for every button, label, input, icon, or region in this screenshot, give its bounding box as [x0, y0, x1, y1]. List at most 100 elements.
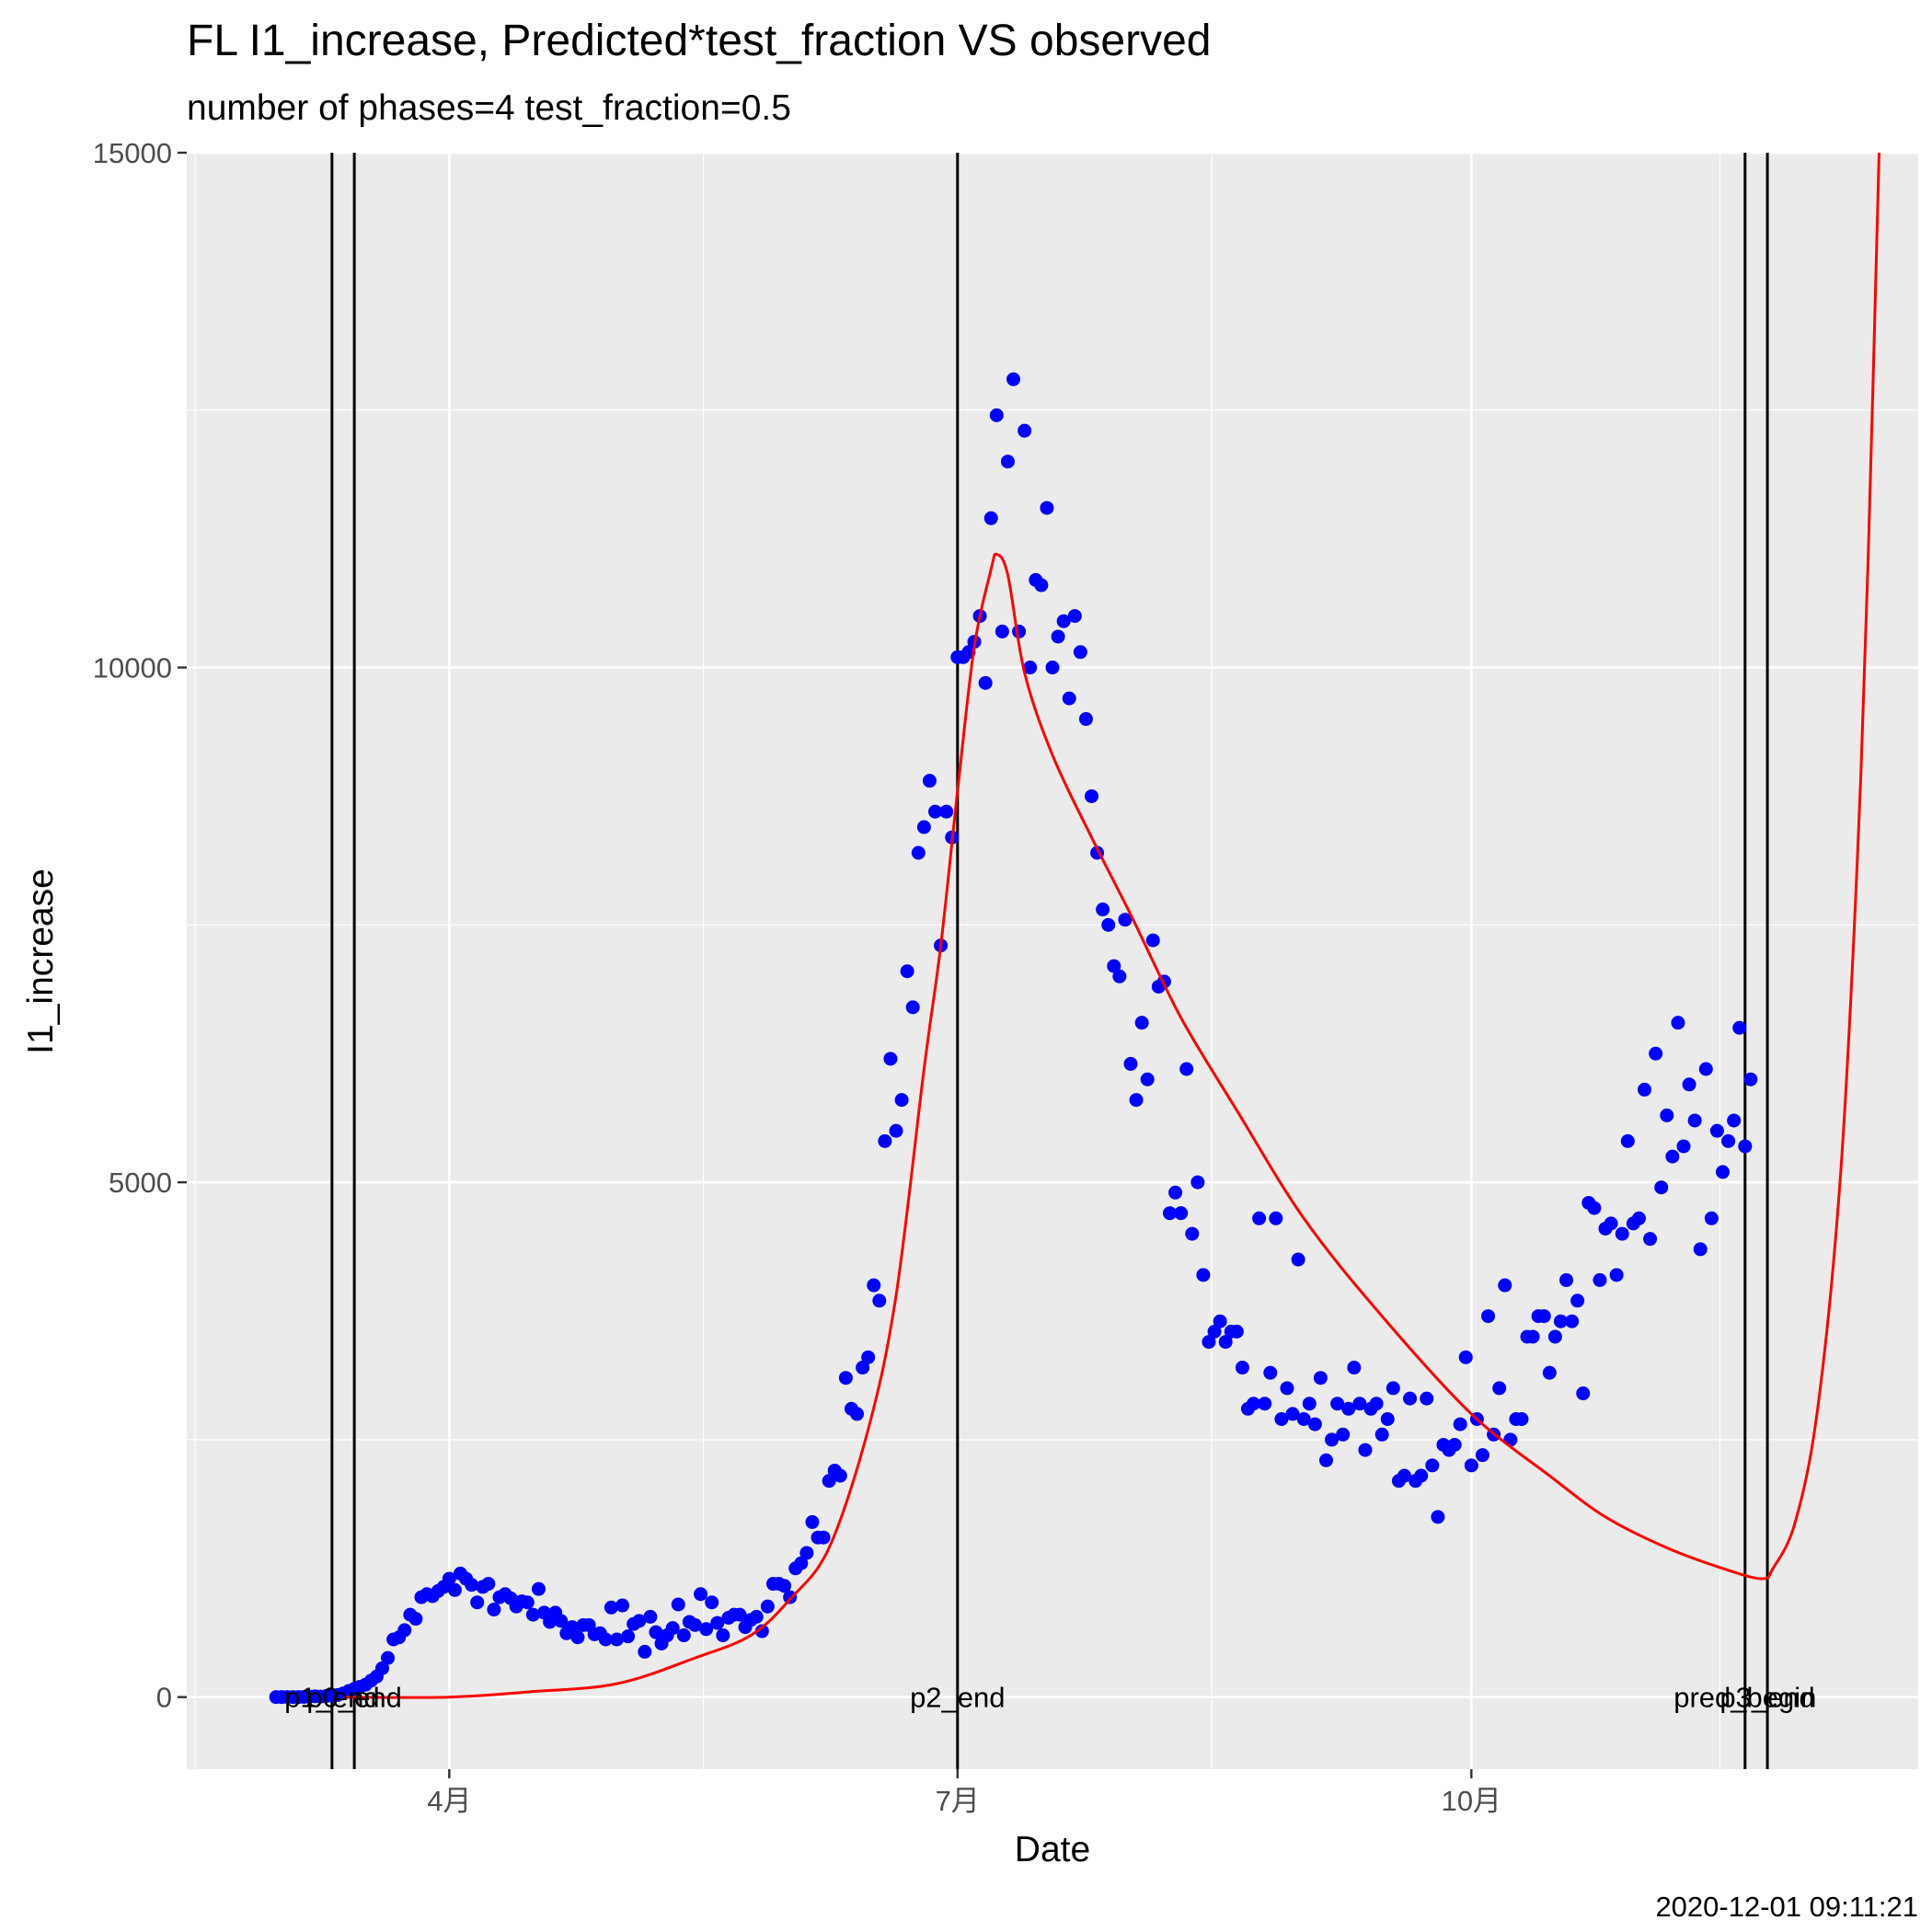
observed-point [983, 511, 998, 525]
observed-point [928, 804, 943, 819]
observed-point [609, 1632, 624, 1647]
observed-point [1040, 500, 1054, 515]
observed-point [1553, 1314, 1568, 1328]
observed-point [1269, 1211, 1283, 1225]
observed-point [777, 1579, 792, 1593]
observed-point [554, 1614, 569, 1628]
observed-point [487, 1603, 501, 1617]
observed-point [1174, 1206, 1189, 1221]
observed-point [1743, 1072, 1758, 1087]
observed-point [1676, 1139, 1691, 1154]
observed-point [861, 1350, 876, 1364]
observed-point [1179, 1062, 1194, 1076]
observed-point [1620, 1133, 1635, 1148]
observed-point [1274, 1412, 1289, 1427]
observed-point [687, 1617, 702, 1632]
observed-point [1134, 1016, 1149, 1030]
observed-point [838, 1371, 853, 1386]
y-axis: 0 5000 10000 15000 [93, 137, 187, 1714]
observed-point [1185, 1226, 1200, 1241]
observed-point [1492, 1381, 1507, 1396]
observed-point [900, 964, 914, 979]
observed-point [1056, 614, 1071, 628]
predicted-curve-group [342, 153, 1880, 1699]
observed-point [1420, 1391, 1434, 1406]
observed-point [1073, 645, 1087, 660]
observed-point [520, 1595, 535, 1610]
x-tick-label: 4月 [427, 1785, 471, 1817]
observed-point [995, 624, 1009, 638]
observed-point [1358, 1443, 1373, 1457]
observed-point [754, 1624, 769, 1639]
observed-points [269, 372, 1758, 1705]
chart-title: FL I1_increase, Predicted*test_fraction … [187, 17, 1212, 65]
observed-point [1307, 1417, 1322, 1432]
observed-point [1168, 1185, 1183, 1200]
observed-point [442, 1571, 456, 1586]
observed-point [1000, 454, 1015, 469]
observed-point [447, 1582, 462, 1597]
observed-point [1207, 1324, 1222, 1339]
observed-point [1318, 1453, 1333, 1467]
observed-point [850, 1407, 865, 1421]
observed-point [732, 1607, 747, 1622]
observed-point [1414, 1468, 1429, 1483]
observed-point [1698, 1062, 1713, 1076]
observed-point [822, 1474, 836, 1489]
observed-point [408, 1612, 423, 1627]
observed-point [1190, 1175, 1205, 1190]
observed-point [1129, 1093, 1144, 1108]
observed-point [1006, 372, 1021, 386]
observed-point [922, 774, 937, 788]
observed-point [794, 1556, 809, 1570]
observed-point [1084, 788, 1098, 803]
observed-point [1123, 1056, 1138, 1071]
observed-point [710, 1616, 725, 1630]
observed-point [632, 1614, 647, 1628]
observed-point [833, 1468, 847, 1483]
y-tick-label: 10000 [93, 652, 172, 684]
observed-point [1727, 1113, 1742, 1128]
observed-point [699, 1622, 714, 1637]
observed-point [894, 1093, 909, 1108]
observed-point [1313, 1371, 1328, 1386]
observed-point [1709, 1123, 1724, 1138]
observed-point [1196, 1268, 1211, 1282]
observed-point [1721, 1133, 1736, 1148]
observed-point [1140, 1072, 1155, 1087]
observed-point [565, 1620, 580, 1635]
observed-point [1559, 1272, 1574, 1287]
observed-point [760, 1599, 775, 1614]
observed-point [911, 845, 926, 860]
observed-point [916, 820, 931, 834]
observed-point [1145, 933, 1160, 948]
observed-point [1380, 1412, 1395, 1427]
y-tick-label: 0 [156, 1682, 172, 1714]
observed-point [1587, 1201, 1602, 1215]
observed-point [1330, 1397, 1345, 1411]
observed-point [1547, 1329, 1562, 1344]
observed-point [525, 1607, 540, 1622]
observed-point [1352, 1397, 1367, 1411]
observed-point [694, 1587, 708, 1602]
y-tick-label: 5000 [109, 1167, 172, 1199]
observed-point [1660, 1108, 1674, 1122]
observed-point [1263, 1365, 1278, 1380]
observed-point [1609, 1268, 1624, 1282]
observed-point [1631, 1211, 1646, 1225]
observed-point [978, 675, 993, 690]
phase-label: p0_end [306, 1682, 401, 1714]
observed-point [1258, 1397, 1272, 1411]
observed-point [1654, 1180, 1669, 1195]
observed-point [1336, 1427, 1351, 1442]
observed-point [665, 1621, 680, 1636]
observed-point [805, 1514, 820, 1529]
observed-point [1386, 1381, 1400, 1396]
observed-point [1458, 1350, 1473, 1364]
phase-label: pred_begin [1673, 1682, 1816, 1714]
observed-point [374, 1661, 389, 1675]
observed-point [604, 1600, 618, 1615]
observed-point [1704, 1211, 1719, 1225]
observed-point [598, 1632, 613, 1647]
